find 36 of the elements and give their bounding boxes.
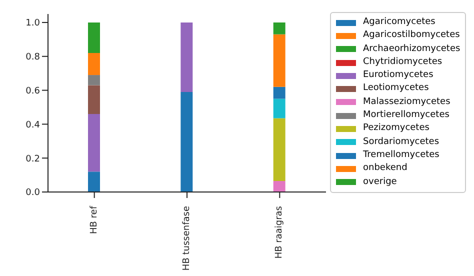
x-tick-label: HB raaigras: [274, 206, 285, 259]
y-tick-label: 0.8: [26, 52, 40, 63]
legend-label: onbekend: [363, 162, 408, 176]
x-tick-label: HB tussenfase: [182, 206, 192, 271]
bar: [88, 114, 100, 172]
bar: [88, 172, 100, 192]
legend-label: Mortierellomycetes: [363, 109, 450, 122]
legend-label: Sordariomycetes: [363, 136, 440, 149]
legend-label: Agaricomycetes: [363, 16, 436, 29]
legend-label: Tremellomycetes: [363, 148, 440, 162]
bar: [273, 34, 286, 87]
y-tick-label: 0.2: [26, 154, 40, 164]
bar: [273, 118, 286, 181]
legend-label: Archaeorhizomycetes: [363, 42, 460, 56]
bar: [88, 75, 100, 86]
bar: [273, 98, 286, 118]
legend-label: Eurotiomycetes: [363, 69, 434, 82]
legend-label: Pezizomycetes: [363, 122, 430, 136]
y-tick-label: 0.4: [26, 120, 40, 130]
y-tick-label: 0.6: [26, 86, 40, 96]
bar: [180, 92, 193, 192]
y-tick-label: 1.0: [26, 18, 40, 29]
legend-label: Agaricostilbomycetes: [363, 29, 460, 42]
bar: [180, 22, 193, 92]
bar: [273, 22, 286, 34]
bar: [88, 52, 100, 76]
bar: [273, 86, 286, 99]
x-tick-label: HB ref: [89, 205, 100, 234]
y-tick-label: 0.0: [26, 188, 40, 198]
legend-label: Malasseziomycetes: [363, 96, 450, 109]
bar: [273, 180, 286, 192]
legend-label: Chytridiomycetes: [363, 56, 442, 69]
bar: [88, 22, 100, 53]
legend-label: overige: [363, 176, 397, 189]
legend-label: Leotiomycetes: [363, 82, 429, 96]
bar: [88, 85, 100, 114]
